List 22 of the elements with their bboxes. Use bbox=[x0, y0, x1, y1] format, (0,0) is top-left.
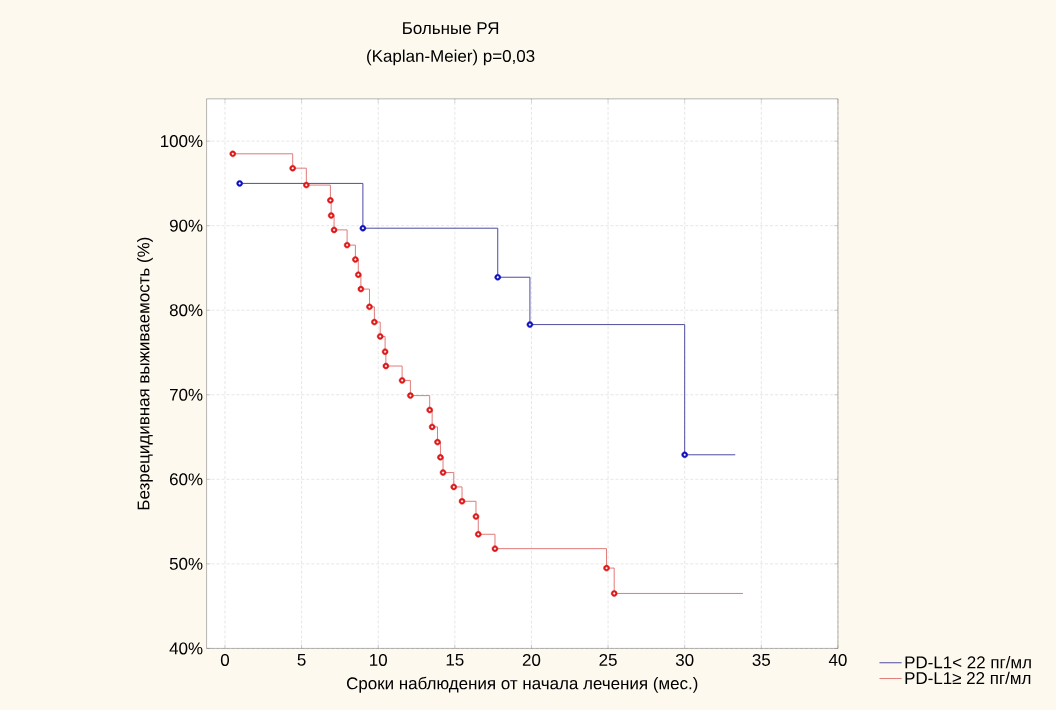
x-axis-title: Сроки наблюдения от начала лечения (мес.) bbox=[346, 676, 698, 693]
y-tick-label: 90% bbox=[169, 219, 203, 232]
y-axis-title: Безрецидивная выживаемость (%) bbox=[137, 237, 153, 510]
x-tick-label: 20 bbox=[522, 653, 541, 666]
y-tick-label: 40% bbox=[169, 642, 203, 655]
legend-label: PD-L1≥ 22 пг/мл bbox=[905, 671, 1031, 685]
x-tick-label: 10 bbox=[370, 653, 387, 666]
x-tick-label: 5 bbox=[297, 653, 306, 666]
y-tick-label: 50% bbox=[169, 557, 203, 570]
x-tick-label: 15 bbox=[446, 653, 464, 666]
x-tick-label: 40 bbox=[828, 653, 847, 666]
x-tick-label: 0 bbox=[220, 653, 230, 666]
x-tick-label: 30 bbox=[675, 653, 694, 666]
legend-label: PD-L1< 22 пг/мл bbox=[905, 655, 1031, 669]
chart-subtitle: (Kaplan-Meier) p=0,03 bbox=[367, 49, 535, 66]
y-tick-label: 80% bbox=[169, 304, 203, 317]
x-tick-label: 25 bbox=[599, 653, 617, 666]
y-tick-label: 60% bbox=[169, 473, 203, 486]
x-tick-label: 35 bbox=[752, 653, 771, 666]
y-tick-label: 70% bbox=[170, 388, 203, 401]
y-tick-label: 100% bbox=[160, 135, 203, 148]
chart-title: Больные РЯ bbox=[403, 22, 499, 35]
